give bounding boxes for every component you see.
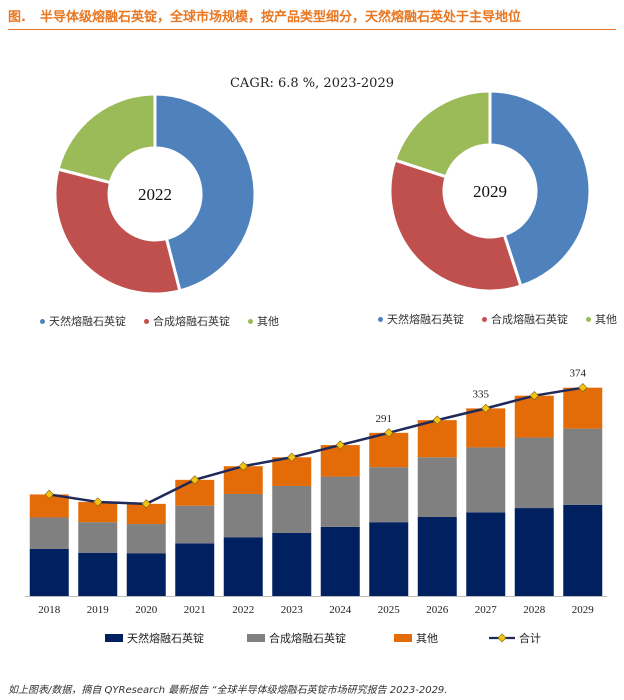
bar-segment-2021-0: [175, 543, 215, 596]
x-tick-label: 2024: [329, 604, 352, 616]
total-marker-2022: [238, 461, 248, 471]
x-tick-label: 2026: [426, 604, 449, 616]
total-marker-2024: [335, 440, 345, 450]
bar-segment-2021-1: [175, 505, 215, 544]
legend-swatch-1: [247, 634, 265, 642]
x-tick-label: 2028: [523, 604, 546, 616]
bar-segment-2029-1: [563, 428, 603, 505]
bar-segment-2020-0: [126, 553, 166, 596]
bar-segment-2020-2: [126, 503, 166, 525]
source-footnote: 如上图表/数据，摘自 QYResearch 最新报告 “全球半导体级熔融石英锭市…: [8, 685, 448, 696]
legend-label: 其他: [257, 315, 279, 328]
bar-segment-2023-0: [272, 532, 312, 596]
bar-segment-2022-1: [223, 493, 263, 538]
bar-segment-2018-2: [29, 494, 69, 518]
legend-label: 天然熔融石英锭: [127, 631, 204, 645]
bar-segment-2019-1: [78, 522, 118, 553]
bar-segment-2025-1: [369, 467, 409, 523]
data-label-2029: 374: [570, 368, 587, 380]
bar-segment-2025-0: [369, 522, 409, 596]
bar-segment-2027-2: [466, 408, 506, 448]
legend-label: 合成熔融石英锭: [153, 315, 230, 328]
bar-segment-2028-1: [514, 437, 554, 509]
x-tick-label: 2019: [87, 604, 110, 616]
figure-header: 图. 半导体级熔融石英锭，全球市场规模，按产品类型细分，天然熔融石英处于主导地位: [8, 6, 618, 28]
pie-legend-2022: 天然熔融石英锭 合成熔融石英锭 其他: [40, 313, 279, 329]
total-marker-2026: [432, 415, 442, 425]
x-tick-label: 2027: [475, 604, 498, 616]
bar-segment-2019-2: [78, 501, 118, 523]
total-marker-2021: [190, 475, 200, 485]
legend-label: 天然熔融石英锭: [387, 313, 464, 326]
bar-segment-2022-0: [223, 537, 263, 596]
bar-segment-2020-1: [126, 524, 166, 554]
data-label-2027: 335: [473, 388, 490, 400]
legend-label: 合成熔融石英锭: [269, 631, 346, 645]
x-tick-label: 2025: [378, 604, 401, 616]
total-marker-2025: [384, 428, 394, 438]
bar-segment-2026-2: [417, 420, 457, 458]
x-tick-label: 2020: [135, 604, 158, 616]
legend-swatch-2: [394, 634, 412, 642]
total-marker-2019: [93, 497, 103, 507]
legend-item: 其他: [248, 313, 279, 329]
legend-swatch: [586, 316, 591, 322]
bar-segment-2024-0: [320, 526, 360, 596]
x-tick-label: 2023: [281, 604, 304, 616]
legend-swatch: [482, 316, 487, 322]
legend-item: 合成熔融石英锭: [144, 313, 230, 329]
legend-swatch: [378, 316, 383, 322]
legend-label: 其他: [416, 632, 438, 645]
legend-item: 天然熔融石英锭: [40, 313, 126, 329]
bar-segment-2018-1: [29, 517, 69, 549]
total-marker-2029: [578, 383, 588, 393]
legend-label: 合成熔融石英锭: [491, 313, 568, 326]
legend-label: 其他: [595, 313, 617, 326]
bar-segment-2018-0: [29, 548, 69, 596]
legend-item: 其他: [586, 311, 617, 327]
total-marker-2023: [287, 452, 297, 462]
bar-segment-2027-1: [466, 447, 506, 513]
pie-legend-2029: 天然熔融石英锭 合成熔融石英锭 其他: [378, 311, 617, 327]
figure-title: 半导体级熔融石英锭，全球市场规模，按产品类型细分，天然熔融石英处于主导地位: [39, 10, 521, 25]
total-line: [49, 386, 583, 506]
x-tick-label: 2022: [232, 604, 254, 616]
bar-segment-2027-0: [466, 512, 506, 596]
legend-swatch: [144, 318, 149, 324]
legend-swatch-0: [105, 634, 123, 642]
total-marker-2028: [529, 391, 539, 401]
bar-segment-2024-2: [320, 445, 360, 477]
legend-item: 天然熔融石英锭: [378, 311, 464, 327]
bar-segment-2024-1: [320, 476, 360, 527]
legend-swatch: [248, 318, 253, 324]
bar-segment-2028-2: [514, 395, 554, 438]
legend-swatch: [40, 318, 45, 324]
bar-segment-2023-2: [272, 457, 312, 486]
cagr-label: CAGR: 6.8 %, 2023-2029: [229, 76, 394, 91]
x-tick-label: 2021: [184, 604, 206, 616]
header-divider: [8, 29, 616, 30]
bar-segment-2029-0: [563, 504, 603, 596]
bar-segment-2025-2: [369, 432, 409, 468]
data-label-2025: 291: [376, 413, 393, 425]
bar-segment-2026-0: [417, 517, 457, 596]
legend-item: 合成熔融石英锭: [482, 311, 568, 327]
legend-marker-swatch: [497, 633, 507, 643]
bar-segment-2019-0: [78, 552, 118, 596]
bar-segment-2023-1: [272, 485, 312, 533]
x-tick-label: 2029: [572, 604, 595, 616]
bar-segment-2028-0: [514, 508, 554, 596]
total-marker-2027: [481, 403, 491, 414]
bar-segment-2029-2: [563, 387, 603, 429]
total-marker-2020: [141, 499, 151, 509]
legend-label: 天然熔融石英锭: [49, 315, 126, 328]
legend-label: 合计: [519, 631, 541, 645]
bar-segment-2026-1: [417, 457, 457, 518]
total-marker-2018: [44, 489, 54, 500]
figure-label: 图.: [8, 10, 26, 25]
x-tick-label: 2018: [38, 604, 61, 616]
